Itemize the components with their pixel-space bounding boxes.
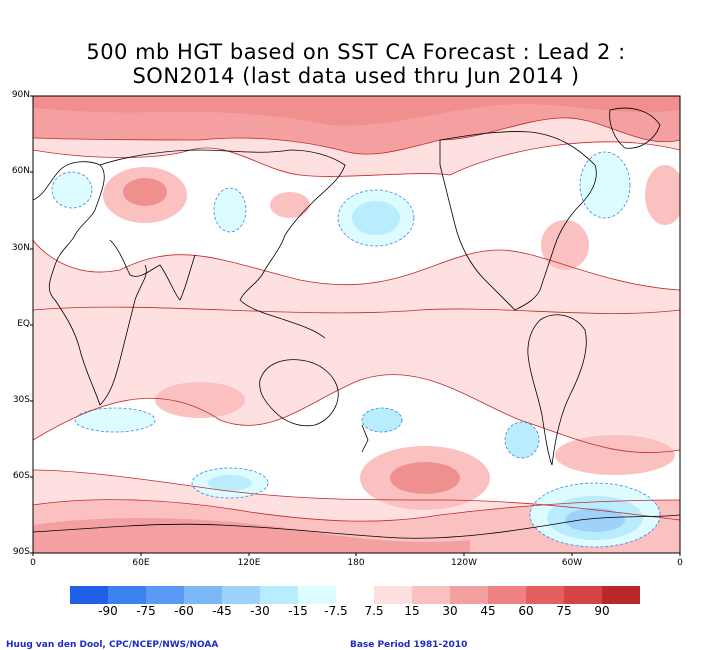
legend-swatch xyxy=(526,586,564,604)
positive-contours xyxy=(33,117,680,522)
legend-label: -75 xyxy=(136,604,156,618)
lat-label-90n: 90N xyxy=(11,90,30,100)
positive-center-north-america xyxy=(541,220,589,270)
legend-swatch xyxy=(488,586,526,604)
legend-swatch xyxy=(564,586,602,604)
credit-author: Huug van den Dool, CPC/NCEP/NWS/NOAA xyxy=(6,640,219,650)
legend-label: -45 xyxy=(212,604,232,618)
legend-swatch xyxy=(298,586,336,604)
legend-label: 30 xyxy=(442,604,458,618)
negative-center-antarctic-core xyxy=(565,508,625,532)
negative-center-south-atlantic xyxy=(74,407,156,433)
antarctic-positive-core xyxy=(33,518,470,553)
negative-center-asia xyxy=(213,187,247,233)
legend-label: -60 xyxy=(174,604,194,618)
lat-label-30s: 30S xyxy=(12,395,30,405)
positive-center-north-atlantic xyxy=(645,165,680,225)
legend-swatch xyxy=(336,586,374,604)
legend-label: 45 xyxy=(480,604,496,618)
chart-title-line-2: SON2014 (last data used thru Jun 2014 ) xyxy=(132,64,580,88)
lon-label-180: 180 xyxy=(347,558,365,568)
legend-swatch xyxy=(70,586,108,604)
positive-center-south-atlantic xyxy=(555,435,675,475)
legend-swatch xyxy=(412,586,450,604)
legend-label: 7.5 xyxy=(364,604,384,618)
positive-center-indian-ocean xyxy=(155,382,245,418)
legend-swatch xyxy=(146,586,184,604)
negative-center-canada xyxy=(579,151,631,219)
axis-ticks xyxy=(30,95,681,556)
legend-swatch xyxy=(222,586,260,604)
chart-title-line-1: 500 mb HGT based on SST CA Forecast : Le… xyxy=(86,40,626,64)
lat-label-60s: 60S xyxy=(12,471,30,481)
lon-label-120e: 120E xyxy=(237,558,261,568)
lon-label-0-left: 0 xyxy=(30,558,36,568)
legend-swatch xyxy=(260,586,298,604)
legend-label: 90 xyxy=(594,604,610,618)
legend-label: 15 xyxy=(404,604,420,618)
arctic-positive-core xyxy=(33,96,680,126)
legend-swatch xyxy=(374,586,412,604)
positive-center-south-pacific-core xyxy=(390,462,460,494)
lat-label-30n: 30N xyxy=(11,243,30,253)
negative-center-europe xyxy=(51,171,93,209)
legend-label: -30 xyxy=(250,604,270,618)
lon-label-120w: 120W xyxy=(450,558,478,568)
legend-label: 60 xyxy=(518,604,534,618)
lon-label-60w: 60W xyxy=(561,558,583,568)
negative-center-southern-indian-core xyxy=(208,475,252,491)
legend-swatch xyxy=(184,586,222,604)
map-field xyxy=(33,96,680,553)
legend-swatch xyxy=(108,586,146,604)
legend-label: -90 xyxy=(98,604,118,618)
credit-base-period: Base Period 1981-2010 xyxy=(350,640,468,650)
lat-label-60n: 60N xyxy=(11,166,30,176)
legend-swatch xyxy=(602,586,640,604)
negative-center-southeast-pacific xyxy=(504,421,540,459)
legend-label: 75 xyxy=(556,604,572,618)
negative-center-tasman xyxy=(361,407,403,433)
lat-label-90s: 90S xyxy=(12,547,30,557)
lat-label-eq: EQ xyxy=(17,319,30,329)
lon-label-60e: 60E xyxy=(132,558,150,568)
positive-center-central-asia-core xyxy=(123,178,167,206)
legend-label: -15 xyxy=(288,604,308,618)
positive-center-east-asia xyxy=(270,192,310,218)
coastlines xyxy=(33,107,680,539)
legend-swatch xyxy=(450,586,488,604)
legend-label: -7.5 xyxy=(324,604,348,618)
negative-center-north-pacific-core xyxy=(352,201,400,235)
lon-label-0-right: 0 xyxy=(677,558,683,568)
